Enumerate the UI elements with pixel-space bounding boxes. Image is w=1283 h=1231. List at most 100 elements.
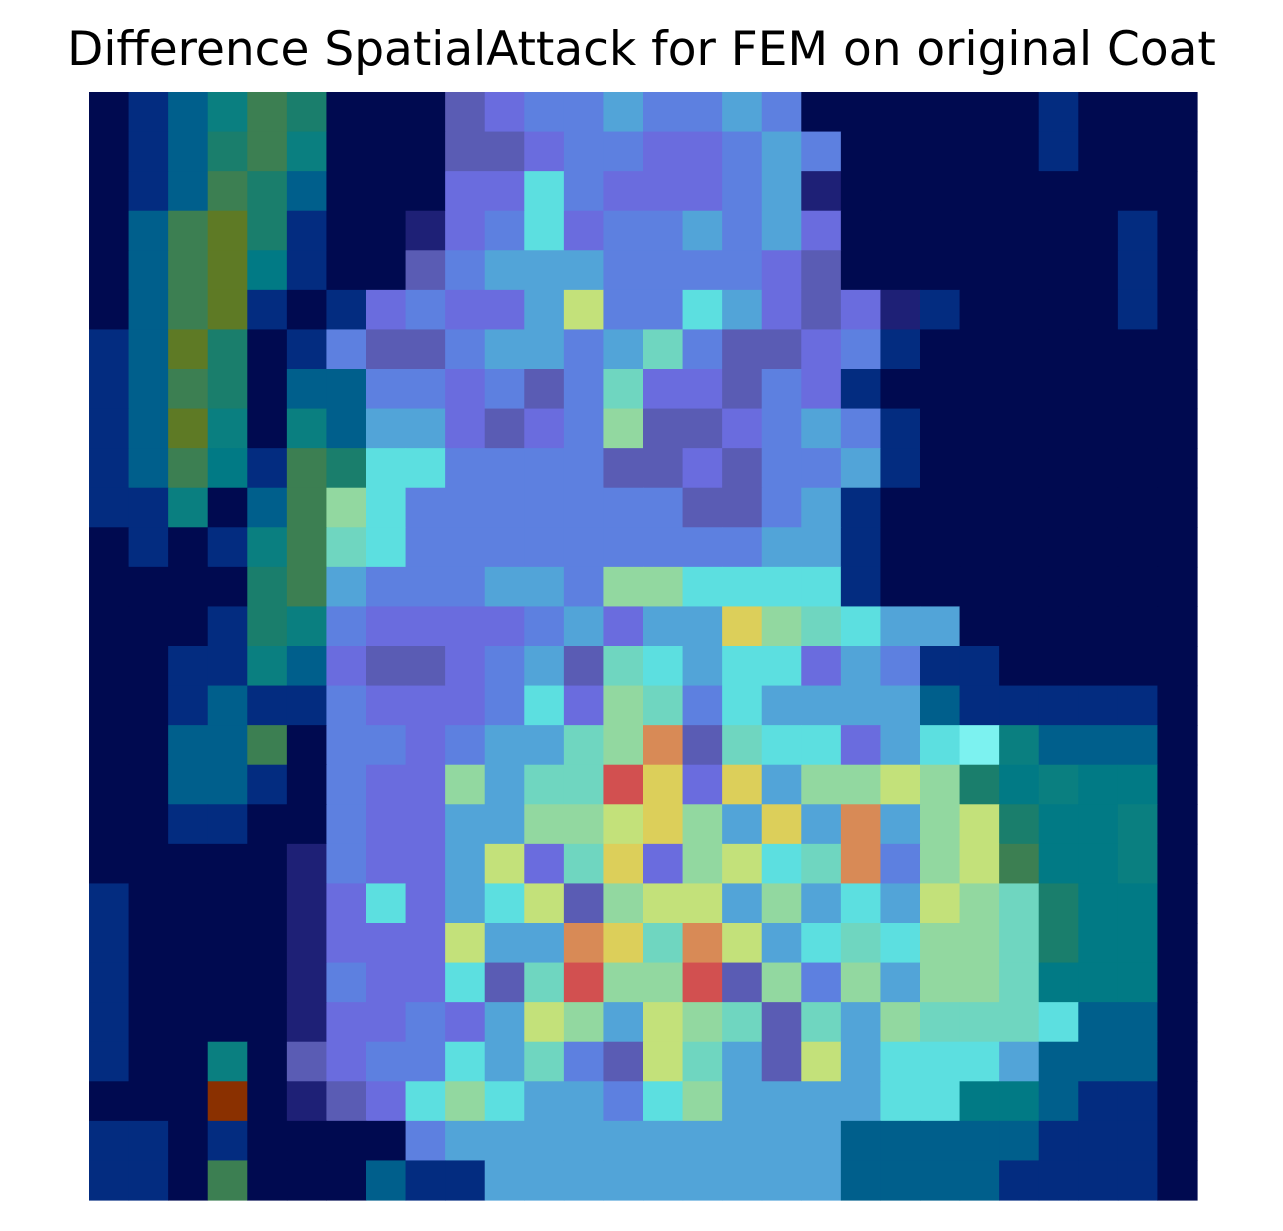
heatmap-cell	[1117, 843, 1159, 885]
heatmap-cell	[445, 843, 486, 885]
heatmap-cell	[326, 725, 367, 766]
heatmap-cell	[445, 369, 486, 410]
heatmap-cell	[247, 289, 288, 331]
heatmap-cell	[445, 408, 486, 449]
heatmap-cell	[959, 487, 1000, 528]
heatmap-cell	[1078, 606, 1119, 647]
heatmap-cell	[563, 131, 605, 172]
heatmap-cell	[286, 210, 328, 251]
heatmap-cell	[445, 566, 486, 608]
heatmap-cell	[761, 487, 802, 528]
heatmap-cell	[524, 764, 565, 805]
heatmap-cell	[207, 329, 248, 370]
heatmap-cell	[247, 92, 288, 133]
heatmap-cell	[207, 646, 248, 687]
heatmap-cell	[999, 923, 1040, 964]
heatmap-cell	[880, 408, 921, 449]
heatmap-cell	[1117, 289, 1159, 331]
heatmap-cell	[524, 804, 565, 845]
heatmap-cell	[168, 606, 209, 647]
heatmap-cell	[484, 131, 525, 172]
heatmap-cell	[643, 883, 684, 924]
heatmap-cell	[89, 289, 130, 331]
heatmap-cell	[524, 131, 565, 172]
heatmap-cell	[603, 606, 644, 647]
heatmap-cell	[840, 131, 882, 172]
heatmap-cell	[1117, 527, 1159, 568]
heatmap-cell	[563, 448, 605, 489]
heatmap-cell	[643, 289, 684, 331]
heatmap-cell	[722, 685, 763, 726]
heatmap-cell	[286, 606, 328, 647]
heatmap-cell	[999, 764, 1040, 805]
heatmap-cell	[999, 606, 1040, 647]
heatmap-cell	[128, 1002, 169, 1043]
heatmap-cell	[801, 606, 842, 647]
heatmap-cell	[999, 171, 1040, 212]
heatmap-cell	[168, 448, 209, 489]
heatmap-cell	[722, 329, 763, 370]
heatmap-cell	[563, 171, 605, 212]
heatmap-cell	[286, 131, 328, 172]
heatmap-cell	[484, 329, 525, 370]
heatmap-cell	[484, 408, 525, 449]
heatmap-cell	[445, 250, 486, 291]
heatmap-cell	[168, 1160, 209, 1201]
heatmap-cell	[89, 210, 130, 251]
heatmap-cell	[484, 606, 525, 647]
heatmap-cell	[366, 1002, 407, 1043]
heatmap-cell	[603, 250, 644, 291]
heatmap-cell	[880, 1041, 921, 1082]
heatmap-cell	[89, 527, 130, 568]
heatmap-cell	[722, 923, 763, 964]
heatmap-cell	[999, 131, 1040, 172]
heatmap-cell	[761, 527, 802, 568]
heatmap-cell	[1038, 1002, 1079, 1043]
heatmap-cell	[405, 1120, 446, 1162]
heatmap-cell	[682, 566, 723, 608]
heatmap-cell	[168, 764, 209, 805]
heatmap-cell	[840, 171, 882, 212]
heatmap-cell	[366, 725, 407, 766]
heatmap-cell	[682, 92, 723, 133]
heatmap-cell	[959, 210, 1000, 251]
heatmap-cell	[840, 210, 882, 251]
heatmap-cell	[1038, 1160, 1079, 1201]
heatmap-cell	[880, 210, 921, 251]
heatmap-cell	[89, 1120, 130, 1162]
heatmap-cell	[1078, 487, 1119, 528]
heatmap-cell	[801, 725, 842, 766]
heatmap-cell	[840, 250, 882, 291]
heatmap-cell	[1038, 1041, 1079, 1082]
heatmap-cell	[89, 566, 130, 608]
heatmap-cell	[722, 1120, 763, 1162]
heatmap-cell	[761, 725, 802, 766]
heatmap-cell	[603, 804, 644, 845]
heatmap-cell	[207, 408, 248, 449]
heatmap-cell	[326, 764, 367, 805]
heatmap-cell	[168, 92, 209, 133]
heatmap-cell	[247, 883, 288, 924]
heatmap-cell	[484, 448, 525, 489]
heatmap-cell	[484, 1041, 525, 1082]
heatmap-cell	[326, 210, 367, 251]
heatmap-cell	[286, 527, 328, 568]
heatmap-cell	[1078, 566, 1119, 608]
heatmap-cell	[563, 289, 605, 331]
heatmap-cell	[326, 1041, 367, 1082]
heatmap-cell	[1117, 1081, 1159, 1122]
heatmap-cell	[1038, 646, 1079, 687]
heatmap-cell	[89, 923, 130, 964]
heatmap-cell	[682, 725, 723, 766]
heatmap-cell	[128, 804, 169, 845]
heatmap-cell	[920, 606, 961, 647]
heatmap-cell	[207, 923, 248, 964]
heatmap-cell	[445, 646, 486, 687]
heatmap-cell	[840, 329, 882, 370]
heatmap-cell	[840, 408, 882, 449]
heatmap-cell	[959, 92, 1000, 133]
heatmap-cell	[405, 92, 446, 133]
heatmap-cell	[1078, 923, 1119, 964]
heatmap-cell	[1038, 408, 1079, 449]
